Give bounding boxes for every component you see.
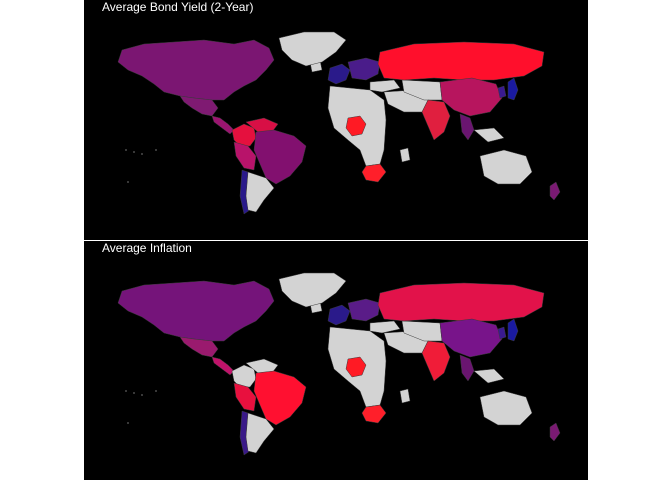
country-australia	[479, 149, 533, 185]
country-venezuela	[245, 117, 279, 133]
country-venezuela	[245, 358, 279, 374]
country-japan	[507, 318, 519, 342]
country-russia	[377, 41, 545, 81]
country-north-america	[117, 280, 275, 342]
ocean-speck	[155, 390, 157, 392]
country-argentina	[245, 412, 275, 454]
ocean-speck	[141, 153, 143, 155]
country-europe-central	[347, 57, 381, 81]
country-central-america	[211, 115, 235, 135]
country-colombia	[231, 364, 257, 388]
country-north-america	[117, 39, 275, 101]
country-no-data	[473, 127, 505, 143]
inflation-map-panel: Average Inflation	[84, 241, 588, 480]
panel-divider	[84, 240, 588, 241]
country-se-asia	[459, 113, 475, 141]
country-no-data	[399, 147, 411, 163]
country-korea	[497, 326, 507, 340]
ocean-speck	[125, 390, 127, 392]
country-brazil	[253, 370, 307, 426]
country-peru	[233, 141, 257, 171]
country-greenland	[278, 31, 347, 67]
country-south-africa	[361, 404, 387, 424]
ocean-speck	[141, 394, 143, 396]
country-central-america	[211, 356, 235, 376]
ocean-speck	[125, 149, 127, 151]
country-russia	[377, 282, 545, 322]
country-india	[421, 340, 451, 382]
country-no-data	[401, 79, 443, 101]
country-turkey	[369, 320, 401, 334]
inflation-map-title: Average Inflation	[102, 241, 192, 255]
country-no-data	[399, 388, 411, 404]
country-europe-central	[347, 298, 381, 322]
country-nigeria	[345, 356, 367, 378]
bond-yield-world-map	[117, 31, 561, 215]
country-india	[421, 99, 451, 141]
country-turkey	[369, 79, 401, 93]
ocean-speck	[133, 151, 135, 153]
country-peru	[233, 382, 257, 412]
country-new-zealand	[549, 422, 561, 442]
country-new-zealand	[549, 181, 561, 201]
country-brazil	[253, 129, 307, 185]
country-australia	[479, 390, 533, 426]
country-colombia	[231, 123, 257, 147]
country-china	[439, 77, 503, 117]
country-europe-west	[327, 304, 351, 326]
country-europe-west	[327, 63, 351, 85]
country-argentina	[245, 171, 275, 213]
ocean-speck	[127, 422, 129, 424]
ocean-speck	[133, 392, 135, 394]
country-china	[439, 318, 503, 358]
country-korea	[497, 85, 507, 99]
country-no-data	[401, 320, 443, 342]
country-no-data	[473, 368, 505, 384]
country-japan	[507, 77, 519, 101]
bond-yield-map-title: Average Bond Yield (2-Year)	[102, 0, 254, 14]
country-greenland	[278, 272, 347, 308]
country-south-africa	[361, 163, 387, 183]
ocean-speck	[155, 149, 157, 151]
bond-yield-map-panel: Average Bond Yield (2-Year)	[84, 0, 588, 240]
country-nigeria	[345, 115, 367, 137]
country-se-asia	[459, 354, 475, 382]
ocean-speck	[127, 181, 129, 183]
inflation-world-map	[117, 272, 561, 456]
